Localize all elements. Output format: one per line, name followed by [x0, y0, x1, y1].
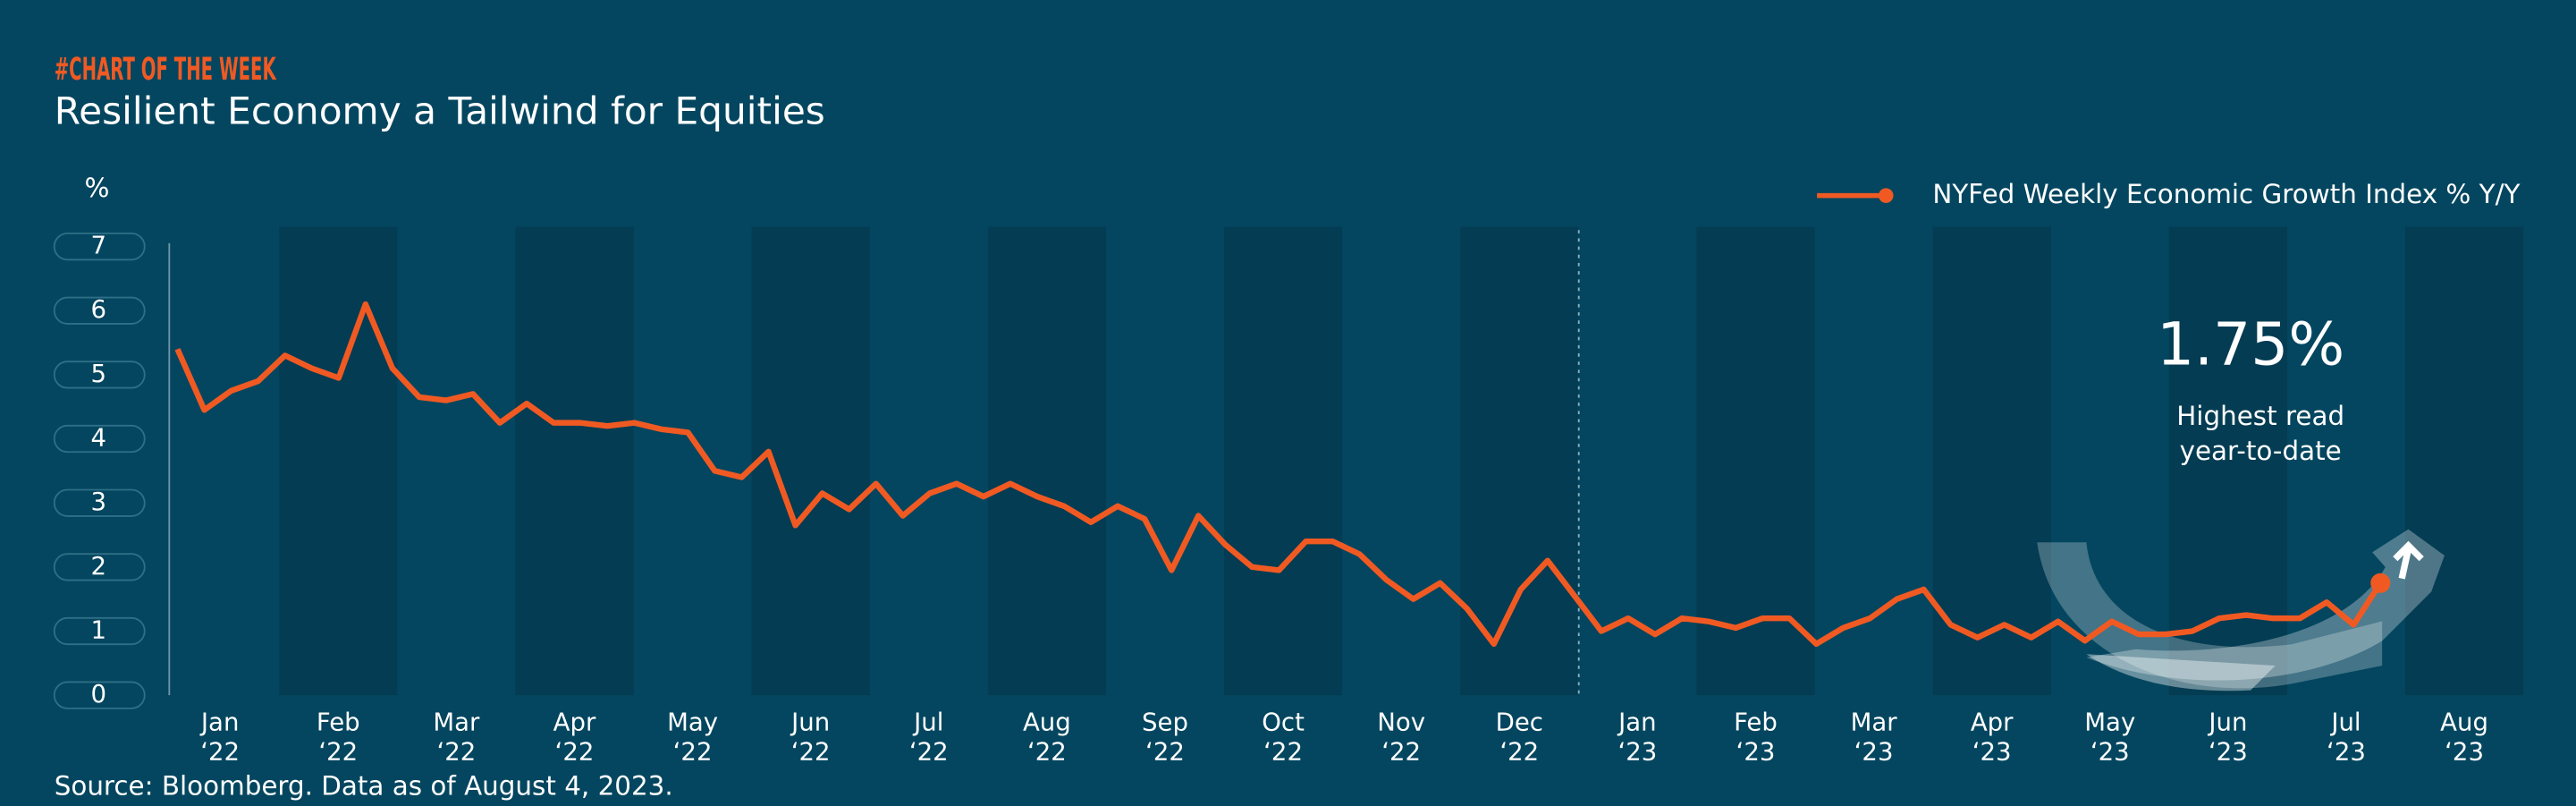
highlight-point — [2370, 573, 2391, 593]
x-tick-label: Apr ‘23 — [1971, 708, 2014, 766]
annotation-text: Highest read — [2176, 401, 2344, 431]
x-tick-label: Aug ‘23 — [2440, 708, 2488, 766]
source: Source: Bloomberg. Data as of August 4, … — [55, 771, 673, 802]
y-tick-pill — [53, 553, 146, 581]
y-tick-label: 1 — [91, 616, 107, 645]
decor-arrow-body — [2037, 542, 2383, 689]
legend-dot — [1879, 188, 1894, 203]
month-band — [2405, 226, 2524, 696]
y-tick-label: 0 — [91, 680, 107, 708]
x-tick-label: Jun ‘23 — [2207, 708, 2247, 766]
month-band — [1460, 226, 1579, 696]
y-tick-pill — [53, 296, 146, 325]
annotation-text: year-to-date — [2180, 436, 2342, 466]
x-tick-label: Jul ‘22 — [909, 708, 949, 766]
month-band — [987, 226, 1106, 696]
x-tick-label: May ‘22 — [667, 708, 718, 766]
x-tick-label: May ‘23 — [2084, 708, 2135, 766]
x-tick-label: Feb ‘23 — [1734, 708, 1778, 766]
month-band — [1932, 226, 2051, 696]
x-tick-label: Mar ‘23 — [1851, 708, 1898, 766]
y-tick-pill — [53, 681, 146, 709]
x-tick-label: Apr ‘22 — [553, 708, 596, 766]
decor-arrow — [2086, 529, 2445, 681]
x-tick-label: Jun ‘22 — [790, 708, 830, 766]
annotation-value: 1.75% — [2157, 310, 2344, 379]
y-tick-pill — [53, 232, 146, 261]
y-axis-label: % — [85, 173, 110, 203]
x-tick-label: Jul ‘23 — [2327, 708, 2366, 766]
x-tick-label: Nov ‘22 — [1377, 708, 1425, 766]
month-band — [279, 226, 398, 696]
chart-title: Resilient Economy a Tailwind for Equitie… — [55, 89, 825, 132]
month-band — [1224, 226, 1343, 696]
y-tick-pill — [53, 361, 146, 389]
x-tick-label: Sep ‘22 — [1142, 708, 1188, 766]
x-tick-label: Aug ‘22 — [1023, 708, 1071, 766]
y-tick-pill — [53, 488, 146, 517]
y-tick-label: 2 — [91, 552, 107, 581]
decor-up-arrow — [2393, 540, 2424, 580]
x-tick-label: Feb ‘22 — [317, 708, 360, 766]
x-tick-label: Mar ‘22 — [433, 708, 480, 766]
y-tick-label: 7 — [91, 232, 107, 260]
x-tick-label: Jan ‘22 — [199, 708, 240, 766]
month-band — [515, 226, 634, 696]
kicker: #CHART OF THE WEEK — [55, 52, 277, 88]
legend-label: NYFed Weekly Economic Growth Index % Y/Y — [1932, 179, 2520, 209]
y-tick-pill — [53, 616, 146, 646]
x-tick-label: Jan ‘23 — [1617, 708, 1657, 766]
x-tick-label: Dec ‘22 — [1496, 708, 1543, 766]
line — [174, 301, 2383, 648]
y-tick-label: 5 — [91, 360, 107, 388]
y-tick-pill — [53, 424, 146, 454]
y-tick-label: 6 — [91, 295, 107, 324]
y-tick-label: 4 — [91, 424, 107, 453]
x-tick-label: Oct ‘22 — [1262, 708, 1305, 766]
decor-arrow-tip — [2086, 654, 2276, 691]
month-band — [1696, 226, 1815, 696]
y-tick-label: 3 — [91, 488, 107, 516]
